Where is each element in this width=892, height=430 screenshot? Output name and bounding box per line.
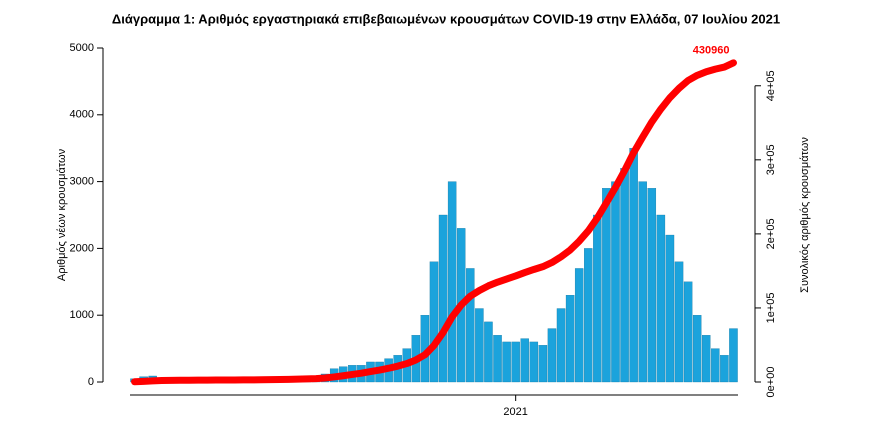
y2-tick-label: 4e+05 — [765, 70, 777, 101]
bar — [547, 328, 557, 383]
bar — [438, 214, 448, 383]
bar — [511, 341, 520, 383]
y2-tick-label: 1e+05 — [765, 292, 777, 323]
y2-axis-label: Συνολικός αριθμός κρουσμάτων — [799, 137, 811, 293]
y-tick-label: 4000 — [70, 109, 94, 121]
bar — [692, 315, 702, 383]
bar — [556, 308, 566, 383]
y-tick-label: 0 — [88, 376, 94, 388]
bar — [574, 268, 584, 383]
bar — [584, 248, 593, 383]
bar — [529, 341, 539, 383]
y2-tick-label: 2e+05 — [765, 218, 777, 249]
bar — [538, 345, 548, 383]
y-tick-label: 5000 — [70, 42, 94, 54]
bar — [674, 261, 684, 383]
bar — [665, 234, 675, 383]
bar — [611, 181, 620, 383]
bar — [565, 295, 575, 383]
y-tick-label: 2000 — [70, 242, 94, 254]
bar — [447, 181, 457, 383]
bar — [647, 188, 657, 383]
bar — [656, 214, 666, 383]
bar — [629, 148, 638, 383]
y2-tick-label: 0e+00 — [765, 367, 777, 398]
bar — [720, 355, 729, 383]
annotation: 430960 — [693, 45, 730, 57]
chart-title: Διάγραμμα 1: Αριθμός εργαστηριακά επιβεβ… — [112, 11, 780, 26]
bar — [638, 181, 647, 383]
bar — [520, 338, 529, 383]
bar — [702, 335, 711, 383]
bar — [729, 328, 738, 383]
y2-tick-label: 3e+05 — [765, 144, 777, 175]
bar — [475, 308, 484, 383]
y-tick-label: 1000 — [70, 309, 94, 321]
y-tick-label: 3000 — [70, 176, 94, 188]
bar — [493, 335, 502, 383]
bar — [484, 321, 493, 383]
y-axis-label: Αριθμός νέων κρουσμάτων — [56, 148, 68, 281]
bar — [466, 268, 475, 383]
bar — [711, 348, 720, 383]
bar — [620, 168, 629, 383]
bar — [602, 188, 611, 383]
bar — [429, 261, 439, 383]
x-tick-label: 2021 — [503, 406, 527, 418]
bar — [593, 214, 602, 383]
bar — [502, 341, 511, 383]
bar — [683, 281, 693, 383]
cumulative-line — [131, 59, 737, 386]
